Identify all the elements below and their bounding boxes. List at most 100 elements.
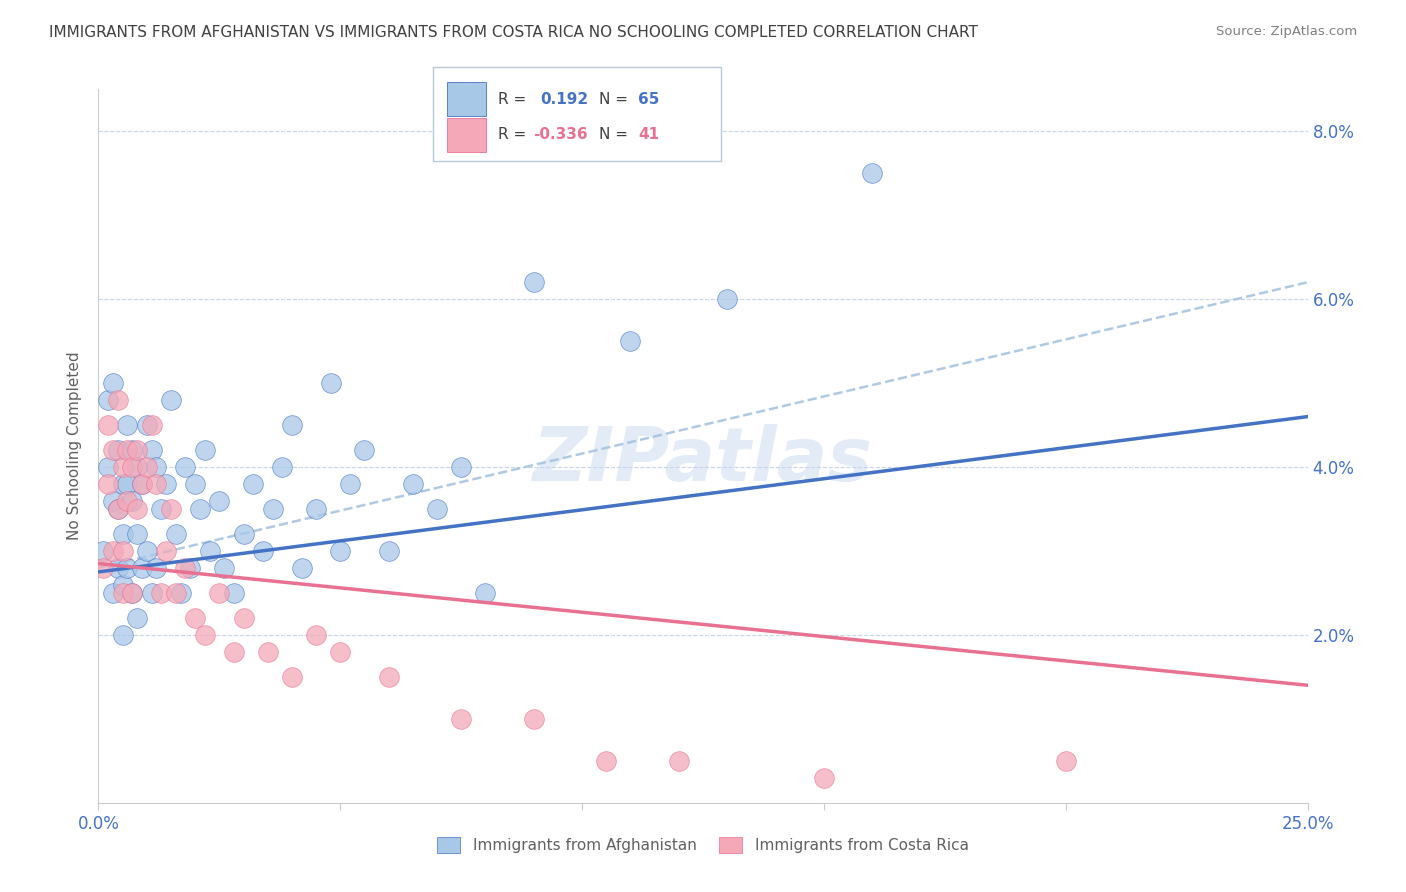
Point — [117, 443, 139, 458]
Point — [111, 527, 134, 541]
Text: N =: N = — [599, 92, 628, 106]
Point — [232, 527, 254, 541]
Point — [101, 376, 124, 390]
Point — [107, 502, 129, 516]
Point — [127, 527, 149, 541]
Point — [619, 334, 641, 348]
Point — [107, 443, 129, 458]
Point — [111, 628, 134, 642]
Point — [377, 670, 399, 684]
Point — [716, 292, 738, 306]
Point — [305, 628, 328, 642]
Point — [194, 628, 217, 642]
Point — [595, 754, 617, 768]
Text: R =: R = — [498, 92, 526, 106]
Point — [860, 166, 883, 180]
Point — [145, 560, 167, 574]
Point — [212, 560, 235, 574]
Point — [111, 577, 134, 591]
Point — [101, 586, 124, 600]
Point — [813, 771, 835, 785]
Point — [107, 560, 129, 574]
Text: Source: ZipAtlas.com: Source: ZipAtlas.com — [1216, 25, 1357, 38]
Point — [135, 544, 157, 558]
Point — [141, 443, 163, 458]
Point — [127, 460, 149, 475]
Point — [188, 502, 211, 516]
Point — [121, 443, 143, 458]
Point — [222, 645, 245, 659]
Point — [256, 645, 278, 659]
Point — [426, 502, 449, 516]
Point — [329, 645, 352, 659]
Text: IMMIGRANTS FROM AFGHANISTAN VS IMMIGRANTS FROM COSTA RICA NO SCHOOLING COMPLETED: IMMIGRANTS FROM AFGHANISTAN VS IMMIGRANT… — [49, 25, 979, 40]
Point — [155, 544, 177, 558]
Text: N =: N = — [599, 128, 628, 142]
Text: R =: R = — [498, 128, 526, 142]
Point — [131, 560, 153, 574]
Point — [281, 670, 304, 684]
Point — [155, 476, 177, 491]
Point — [353, 443, 375, 458]
Point — [111, 586, 134, 600]
Point — [131, 476, 153, 491]
Point — [242, 476, 264, 491]
Point — [290, 560, 312, 574]
Point — [117, 417, 139, 432]
Point — [523, 275, 546, 289]
Point — [101, 443, 124, 458]
Point — [319, 376, 342, 390]
Point — [179, 560, 201, 574]
Point — [1054, 754, 1077, 768]
Point — [127, 502, 149, 516]
Point — [111, 460, 134, 475]
Point — [232, 611, 254, 625]
Point — [117, 493, 139, 508]
Point — [127, 443, 149, 458]
Point — [141, 586, 163, 600]
Point — [135, 460, 157, 475]
Point — [107, 392, 129, 407]
Point — [262, 502, 284, 516]
Point — [222, 586, 245, 600]
Text: ZIPatlas: ZIPatlas — [533, 424, 873, 497]
Point — [117, 560, 139, 574]
Point — [377, 544, 399, 558]
Point — [91, 544, 114, 558]
Point — [194, 443, 217, 458]
Point — [101, 544, 124, 558]
Point — [97, 417, 120, 432]
Point — [97, 392, 120, 407]
Point — [271, 460, 294, 475]
Point — [668, 754, 690, 768]
Point — [208, 586, 231, 600]
Point — [174, 460, 197, 475]
Point — [145, 476, 167, 491]
Point — [127, 611, 149, 625]
Point — [111, 544, 134, 558]
Point — [121, 493, 143, 508]
Point — [150, 586, 173, 600]
Point — [135, 417, 157, 432]
Point — [281, 417, 304, 432]
Point — [184, 476, 207, 491]
Legend: Immigrants from Afghanistan, Immigrants from Costa Rica: Immigrants from Afghanistan, Immigrants … — [432, 831, 974, 859]
Point — [141, 417, 163, 432]
Point — [145, 460, 167, 475]
Text: 0.192: 0.192 — [540, 92, 588, 106]
Point — [121, 586, 143, 600]
Point — [121, 586, 143, 600]
Point — [117, 476, 139, 491]
Point — [339, 476, 361, 491]
Point — [97, 476, 120, 491]
Point — [131, 476, 153, 491]
Point — [184, 611, 207, 625]
Point — [160, 502, 183, 516]
Y-axis label: No Schooling Completed: No Schooling Completed — [67, 351, 83, 541]
Point — [174, 560, 197, 574]
Point — [91, 560, 114, 574]
Text: -0.336: -0.336 — [533, 128, 588, 142]
Point — [160, 392, 183, 407]
Text: 65: 65 — [638, 92, 659, 106]
Point — [121, 460, 143, 475]
